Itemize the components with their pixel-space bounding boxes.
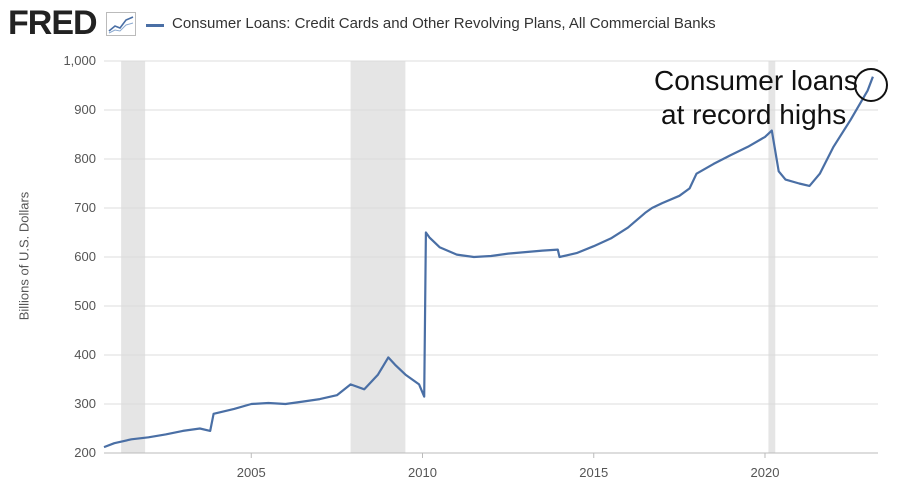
- y-tick-label: 300: [74, 396, 96, 411]
- annotation: Consumer loans at record highs: [654, 65, 888, 130]
- x-tick-label: 2020: [751, 465, 780, 480]
- y-tick-label: 700: [74, 200, 96, 215]
- y-tick-label: 400: [74, 347, 96, 362]
- annotation-line-2: at record highs: [661, 99, 846, 130]
- y-tick-label: 1,000: [63, 53, 96, 68]
- series-line-1: [103, 76, 874, 449]
- y-tick-label: 900: [74, 102, 96, 117]
- annotation-line-1: Consumer loans: [654, 65, 858, 96]
- y-tick-label: 600: [74, 249, 96, 264]
- line-graph-icon: [106, 12, 136, 36]
- x-axis-ticks: 2005 2010 2015 2020: [104, 452, 878, 480]
- x-tick-label: 2005: [237, 465, 266, 480]
- gridlines: [104, 60, 878, 454]
- legend-swatch: [146, 24, 164, 27]
- y-tick-label: 200: [74, 445, 96, 460]
- record-high-circle: [854, 68, 888, 102]
- y-tick-label: 800: [74, 151, 96, 166]
- fred-logo[interactable]: FRED: [8, 4, 98, 42]
- x-tick-label: 2015: [579, 465, 608, 480]
- x-tick-label: 2010: [408, 465, 437, 480]
- chart-header: FRED Consumer Loans: Credit Cards and Ot…: [0, 0, 900, 48]
- series-layer: [103, 76, 874, 449]
- legend-label: Consumer Loans: Credit Cards and Other R…: [172, 15, 716, 32]
- y-tick-label: 500: [74, 298, 96, 313]
- y-axis-ticks: 200 300 400 500 600 700 800 900 1,000: [63, 53, 96, 460]
